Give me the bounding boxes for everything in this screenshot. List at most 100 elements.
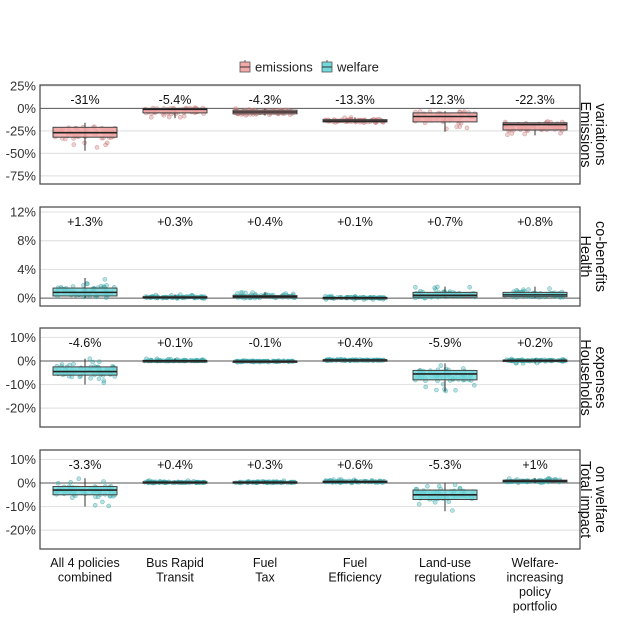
y-tick-label: -25% xyxy=(6,123,37,138)
strip-label-line: expenses xyxy=(592,346,608,408)
y-tick-label: 0% xyxy=(17,354,36,369)
mean-label: +1% xyxy=(522,458,547,472)
x-tick-label-line: Welfare- xyxy=(511,556,558,570)
x-tick-label-line: policy xyxy=(519,585,552,599)
box-3: +0.3% xyxy=(232,458,298,486)
data-point xyxy=(76,476,82,482)
mean-label: +0.3% xyxy=(247,458,283,472)
data-point xyxy=(454,124,460,130)
data-point xyxy=(432,499,438,505)
strip-label: Emissions variations xyxy=(577,101,608,167)
mean-label: -0.1% xyxy=(249,336,282,350)
box-5: -5.3% xyxy=(412,458,478,513)
legend-label-welfare: welfare xyxy=(336,60,379,75)
panel-border xyxy=(39,327,581,428)
x-tick-label-line: Efficiency xyxy=(328,571,382,585)
mean-label: +0.8% xyxy=(517,215,553,229)
data-point xyxy=(522,131,528,137)
box-2: +0.4% xyxy=(142,458,208,486)
box-iqr xyxy=(412,112,478,123)
data-point xyxy=(55,480,61,486)
x-tick-label-line: portfolio xyxy=(513,600,558,614)
panel-border xyxy=(39,84,581,185)
box-iqr xyxy=(142,107,208,114)
mean-label: +0.1% xyxy=(337,215,373,229)
data-point xyxy=(464,125,470,131)
strip-label-line: Total impact xyxy=(577,461,593,538)
box-6: +0.8% xyxy=(502,215,568,300)
panel-background xyxy=(40,207,580,306)
box-5: -12.3% xyxy=(412,93,478,132)
strip-label-line: on welfare xyxy=(592,466,608,533)
data-point xyxy=(101,380,107,386)
y-tick-label: 8% xyxy=(17,233,36,248)
mean-label: -5.9% xyxy=(429,336,462,350)
strip-label: Total impact on welfare xyxy=(577,461,608,538)
x-tick-label-line: Fuel xyxy=(253,556,277,570)
data-point xyxy=(94,145,100,150)
box-1: +1.3% xyxy=(52,215,118,301)
panel-background xyxy=(40,450,580,549)
y-tick-label: 12% xyxy=(10,205,36,220)
data-point xyxy=(87,356,93,362)
y-tick-label: 10% xyxy=(10,452,36,467)
data-point xyxy=(85,281,90,287)
box-1: -4.6% xyxy=(52,336,118,386)
data-point xyxy=(432,285,438,291)
strip-label: Health co-benefits xyxy=(577,221,608,292)
x-tick-label-line: Tax xyxy=(255,571,275,585)
y-tick-label: -20% xyxy=(6,523,37,538)
data-point xyxy=(106,503,111,509)
data-point xyxy=(92,502,98,508)
data-point xyxy=(71,142,77,147)
mean-label: +0.4% xyxy=(247,215,283,229)
data-point xyxy=(416,501,422,507)
data-point xyxy=(243,290,248,296)
data-point xyxy=(446,499,452,505)
box-2: +0.1% xyxy=(142,336,208,364)
data-point xyxy=(453,387,458,393)
box-4: +0.1% xyxy=(322,215,388,302)
mean-label: +0.2% xyxy=(517,336,553,350)
mean-label: +0.6% xyxy=(337,458,373,472)
box-6: +1% xyxy=(502,458,568,486)
data-point xyxy=(505,132,510,138)
data-point xyxy=(438,363,444,368)
y-tick-label: -75% xyxy=(6,168,37,183)
x-tick-label-line: combined xyxy=(58,571,112,585)
x-tick-label-line: Transit xyxy=(156,571,194,585)
panel-4: 10% 0% -10% -20% -3.3% +0.4% +0.3% +0.6% -5.3% +1… xyxy=(6,449,608,550)
data-point xyxy=(95,494,101,500)
box-2: +0.3% xyxy=(142,215,208,301)
data-point xyxy=(413,284,418,290)
data-point xyxy=(102,277,108,282)
mean-label: +0.7% xyxy=(427,215,463,229)
data-point xyxy=(101,479,106,484)
legend: emissions welfare xyxy=(239,60,379,75)
x-tick-label-line: increasing xyxy=(507,571,564,585)
box-3: -0.1% xyxy=(232,336,298,365)
mean-label: -5.4% xyxy=(159,93,192,107)
mean-label: -12.3% xyxy=(425,93,465,107)
panel-background xyxy=(40,328,580,427)
y-tick-label: -20% xyxy=(6,401,37,416)
mean-label: -5.3% xyxy=(429,458,462,472)
y-tick-label: -50% xyxy=(6,146,37,161)
strip-label-line: co-benefits xyxy=(592,221,608,292)
strip-label-line: Households xyxy=(577,339,593,416)
data-point xyxy=(97,359,102,365)
data-point xyxy=(70,495,75,501)
box-4: +0.4% xyxy=(322,336,388,364)
data-point xyxy=(450,508,455,513)
panels: 25% 0% -25% -50% -75% -31% -5.4% -4.3% -13.3% -12… xyxy=(6,78,608,550)
data-point xyxy=(436,483,442,489)
box-3: +0.4% xyxy=(232,215,298,301)
y-tick-label: 0% xyxy=(17,291,36,306)
box-iqr xyxy=(502,122,568,131)
mean-label: -22.3% xyxy=(515,93,555,107)
